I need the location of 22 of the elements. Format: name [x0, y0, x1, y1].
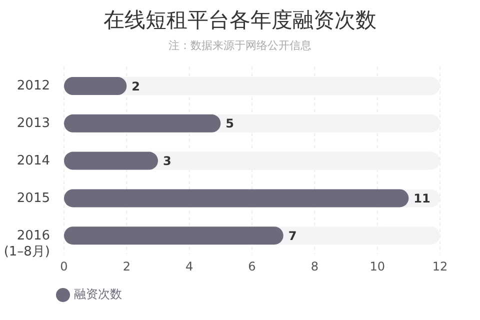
- y-tick-label: 2014: [16, 154, 50, 168]
- x-tick-label: 0: [60, 260, 68, 274]
- x-tick-label: 6: [248, 260, 256, 274]
- legend-label: 融资次数: [74, 287, 122, 301]
- data-label: 3: [163, 154, 172, 168]
- y-tick-label: 2012: [16, 78, 50, 94]
- chart-title: 在线短租平台各年度融资次数: [102, 7, 378, 34]
- data-label: 11: [414, 191, 430, 206]
- chart-subtitle: 注：数据来源于网络公开信息: [168, 38, 312, 53]
- x-tick-label: 2: [122, 260, 130, 274]
- y-tick-label: 2016 (1–8月): [4, 228, 50, 260]
- x-tick-label: 12: [432, 260, 448, 274]
- x-tick-label: 8: [310, 260, 318, 274]
- x-tick-label: 4: [186, 260, 194, 274]
- bar: [64, 77, 127, 95]
- bar: [64, 152, 158, 170]
- data-label: 5: [226, 116, 234, 131]
- y-tick-label: 2015: [16, 190, 50, 206]
- x-tick-label: 10: [370, 260, 385, 274]
- data-label: 2: [132, 79, 140, 94]
- y-tick-label: 2013: [16, 116, 50, 132]
- data-label: 7: [288, 228, 297, 243]
